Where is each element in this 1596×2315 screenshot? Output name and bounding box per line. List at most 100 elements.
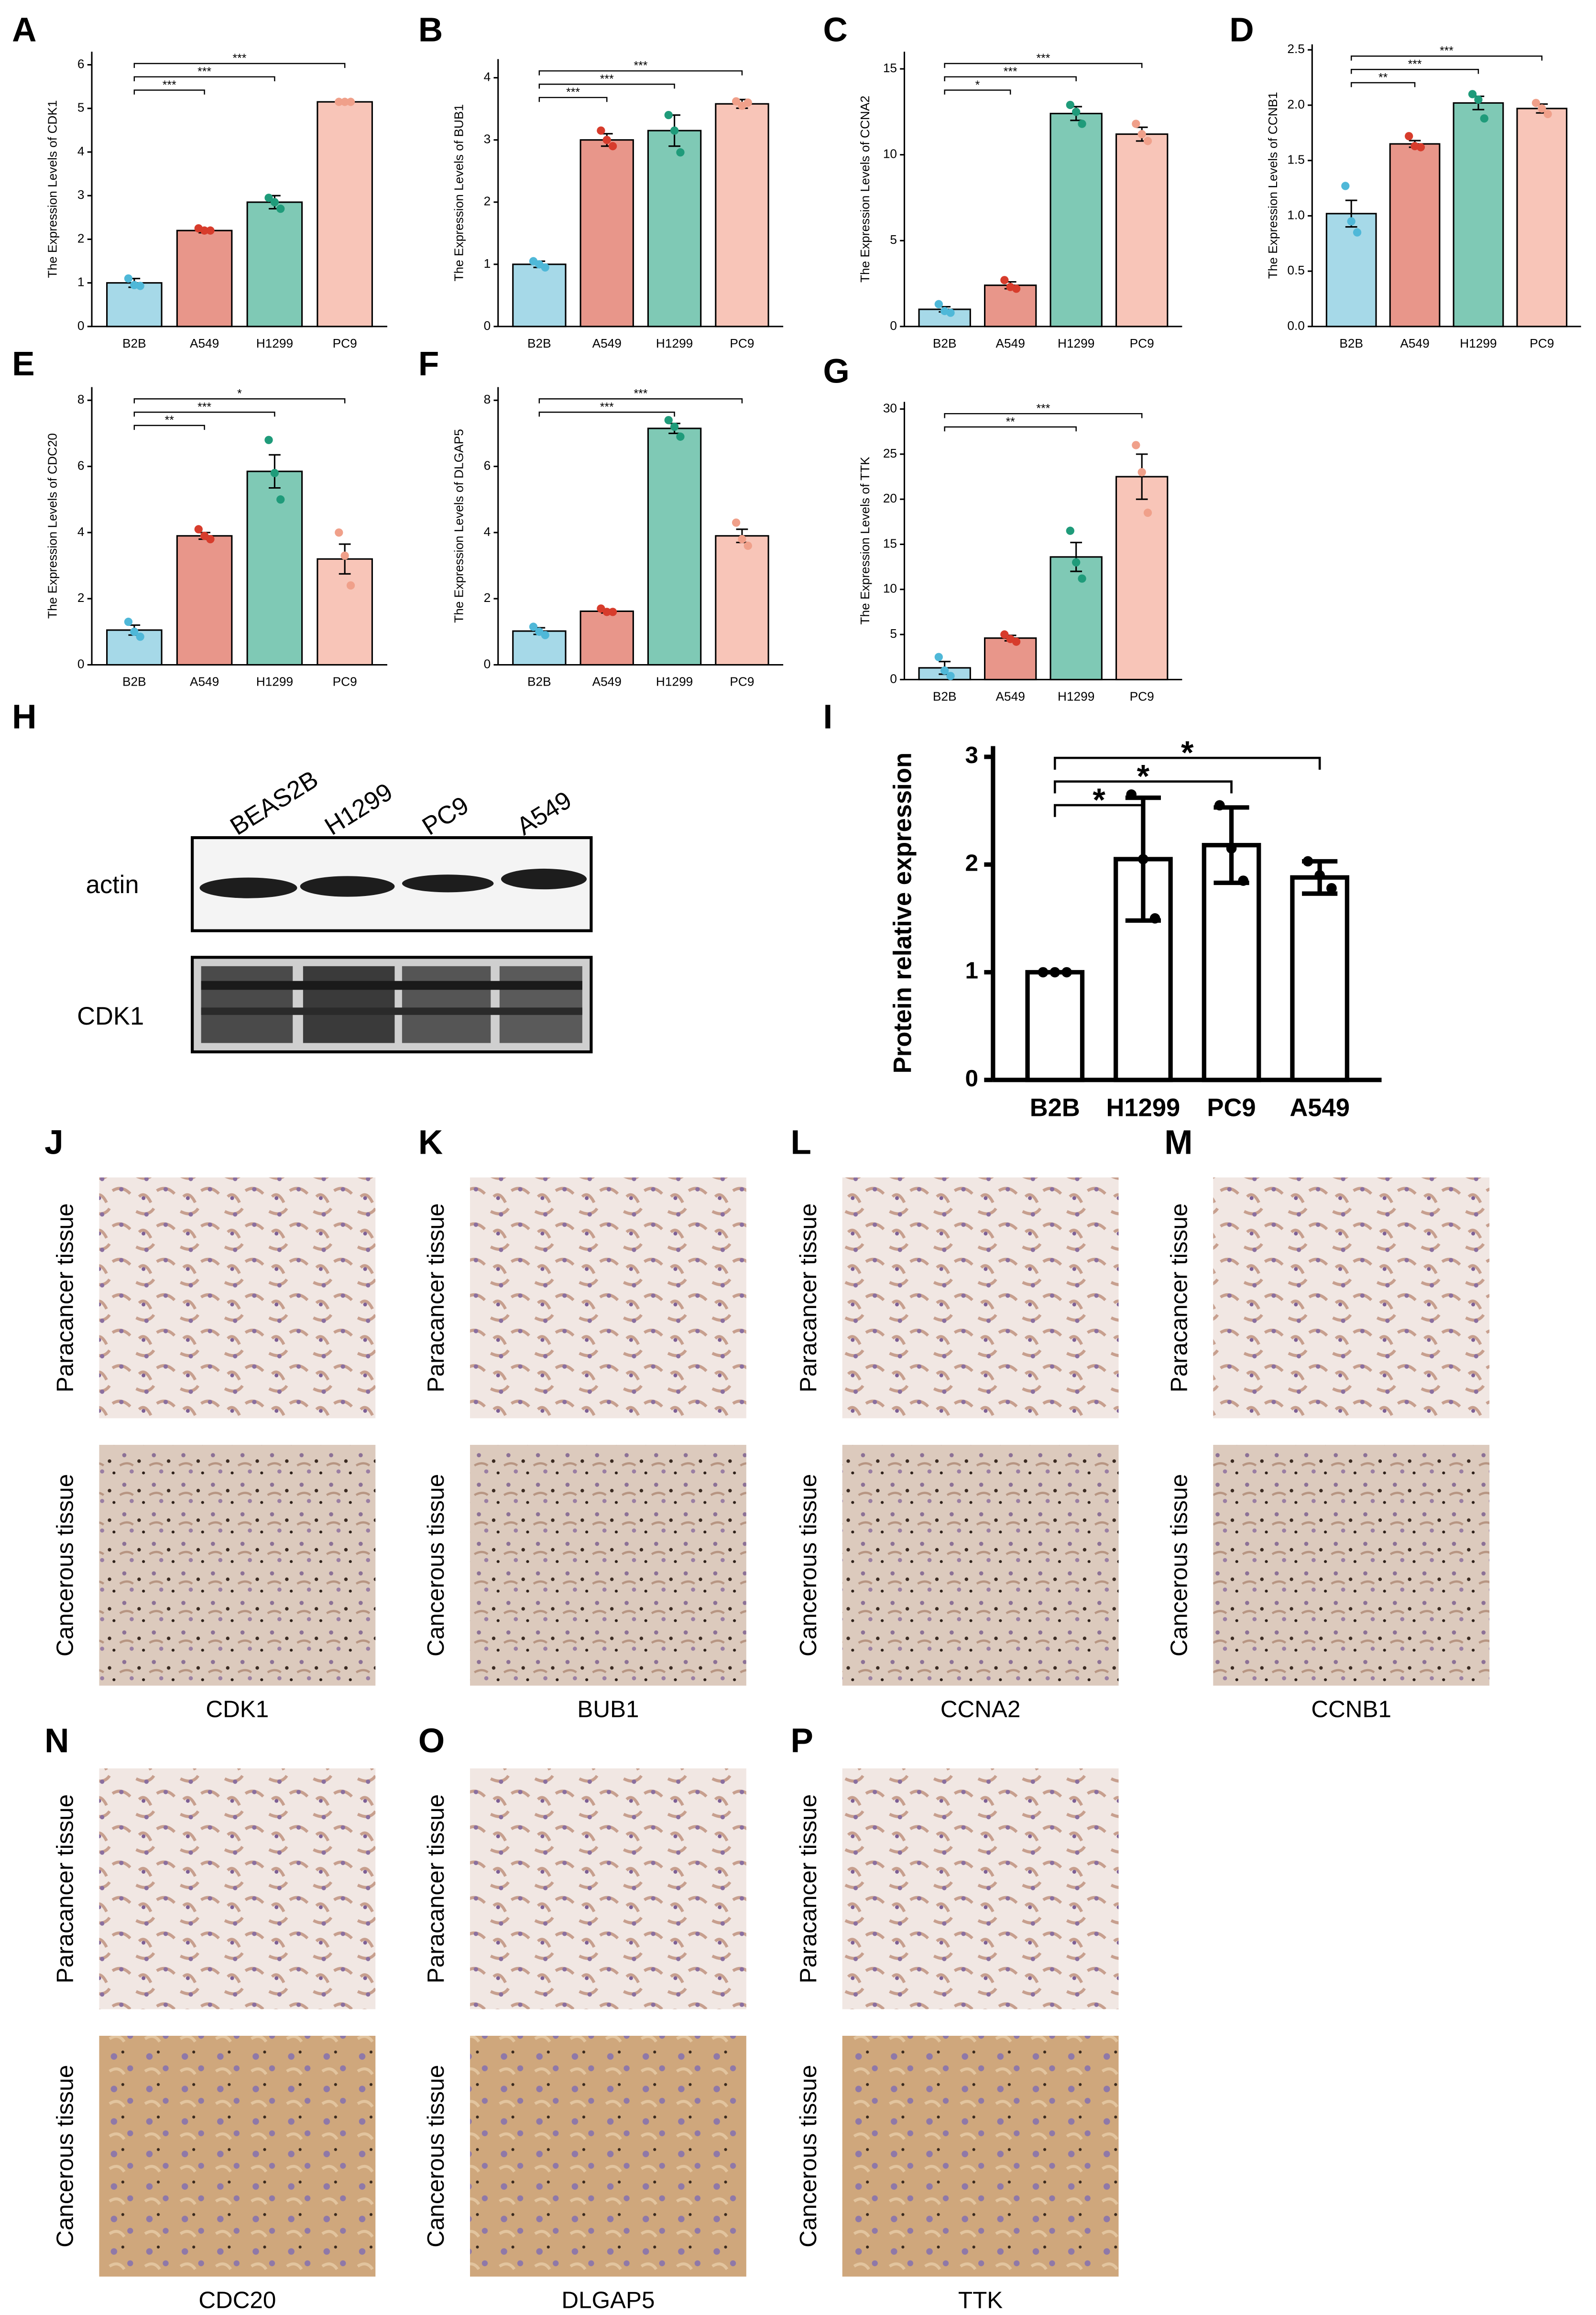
data-point [1137,468,1146,477]
bar [1049,556,1103,680]
x-tick-label: B2B [122,336,146,350]
panel-label: M [1164,1124,1192,1162]
significance-label: *** [1004,66,1017,78]
data-point [1543,109,1552,119]
x-tick-label: H1299 [656,675,693,689]
data-point [1000,276,1009,284]
data-point [1480,114,1488,123]
significance-bracket [944,413,1143,418]
significance-label: * [1137,758,1150,794]
data-point [264,436,273,444]
y-tick-label: 3 [965,742,978,768]
bar [647,427,702,666]
gene-label: CDC20 [198,2287,276,2313]
y-tick-label: 1 [484,256,491,271]
ihc-image [842,1445,1119,1686]
y-tick-label: 10 [883,581,897,596]
blot-row-label: CDK1 [77,1002,144,1030]
significance-label: * [1093,782,1105,818]
data-point [732,518,741,527]
significance-label: *** [634,388,647,401]
x-tick-label: A549 [1400,336,1429,350]
significance-bracket [1053,756,1321,770]
data-point [1078,120,1086,128]
error-bar [1136,453,1148,500]
significance-label: ** [1006,415,1016,428]
lane-label: H1299 [320,777,398,841]
y-tick-label: 8 [484,392,491,406]
ihc-image [99,2035,376,2277]
data-point [1214,800,1225,811]
data-point [608,142,617,151]
y-tick-label: 2 [484,194,491,208]
ihc-row-label: Cancerous tissue [423,1474,449,1657]
data-point [1538,104,1546,113]
x-tick-label: A549 [1290,1093,1350,1122]
significance-label: *** [1037,402,1050,415]
data-point [732,97,741,106]
ihc-row-label: Paracancer tissue [52,1203,78,1393]
significance-bracket [133,76,275,81]
panel-label: A [12,11,36,49]
data-point [1072,558,1081,567]
data-point [664,111,673,120]
bar [1049,112,1103,328]
data-point [676,432,685,441]
y-tick-label: 8 [77,392,85,406]
x-tick-label: PC9 [730,675,754,689]
x-tick-label: B2B [933,689,957,703]
data-point [934,300,943,308]
panel-label: B [418,11,443,49]
bar [106,282,163,328]
ihc-image [99,1177,376,1419]
panel-label: I [823,699,833,736]
ihc-row-label: Paracancer tissue [423,1794,449,1984]
significance-label: *** [197,401,211,414]
bar [246,201,303,328]
y-tick-label: 0.0 [1287,318,1305,333]
data-point [1531,98,1541,108]
bar [579,139,634,328]
x-tick-label: H1299 [1106,1093,1181,1122]
data-point [1138,854,1148,864]
data-point [664,416,673,425]
significance-label: *** [233,52,247,65]
data-point [676,148,685,157]
ihc-row-label: Paracancer tissue [52,1794,78,1984]
bar [512,263,567,328]
panel-label: K [418,1124,443,1162]
x-tick-label: H1299 [1058,336,1094,350]
data-point [1226,843,1237,854]
panel-label: C [823,11,848,49]
ihc-row-label: Cancerous tissue [423,2065,449,2248]
bar [1025,970,1085,1082]
y-axis-label: The Expression Levels of CCNB1 [1266,92,1280,279]
ihc-image [1213,1177,1490,1419]
bar [1115,476,1169,680]
blot-row-label: actin [86,871,139,899]
data-point [1326,883,1337,894]
data-point [264,194,273,202]
y-axis-label: The Expression Levels of TTK [858,457,872,625]
bar [984,637,1037,680]
significance-label: ** [1378,71,1388,84]
y-tick-label: 2 [965,850,978,876]
y-tick-label: 0 [890,671,897,686]
significance-bracket [133,411,275,417]
significance-bracket [538,83,675,89]
data-point [608,608,617,616]
y-tick-label: 25 [883,446,897,460]
ihc-image [99,1768,376,2009]
significance-label: ** [165,414,175,427]
lane-label: A549 [512,786,577,841]
y-tick-label: 5 [890,232,897,247]
data-point [1061,967,1072,978]
significance-label: *** [1408,58,1422,71]
significance-bracket [538,97,608,102]
data-point [738,535,746,544]
data-point [1012,637,1021,646]
x-tick-label: PC9 [333,336,357,350]
y-tick-label: 0 [965,1065,978,1092]
significance-bracket [944,89,1011,95]
data-point [743,98,752,107]
